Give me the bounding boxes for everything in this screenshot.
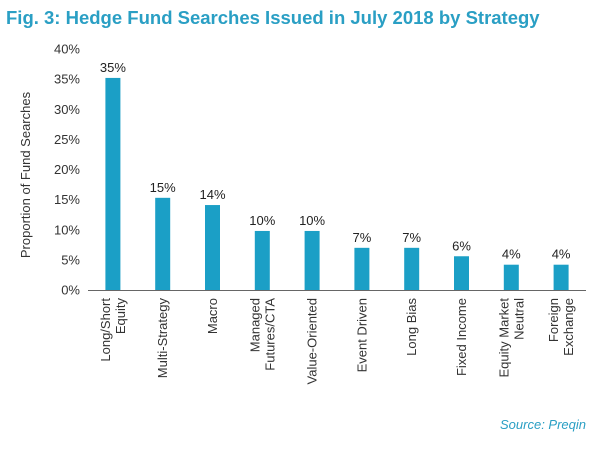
x-tick-label-line: Event Driven — [354, 298, 369, 372]
y-tick-label: 0% — [61, 283, 80, 298]
data-labels: 35% 15% 14% 10% 10% 7% 7% 6% 4% 4% — [100, 60, 571, 262]
x-tick-label-line: Multi-Strategy — [155, 298, 170, 379]
y-tick-label: 40% — [54, 42, 80, 57]
bar — [404, 247, 420, 290]
data-label: 10% — [249, 213, 275, 228]
y-tick-label: 10% — [54, 222, 80, 237]
data-label: 14% — [199, 187, 225, 202]
x-tick-label: Foreign Exchange — [546, 298, 576, 356]
x-tick-label: Multi-Strategy — [155, 298, 170, 379]
bar — [454, 256, 469, 290]
bar — [254, 230, 270, 290]
x-tick-label: Macro — [205, 298, 220, 334]
x-tick-label-line: Fixed Income — [454, 298, 469, 376]
data-label: 4% — [502, 247, 521, 262]
y-tick-label: 30% — [54, 102, 80, 117]
x-tick-label: Long Bias — [404, 298, 419, 356]
bar — [553, 264, 569, 290]
data-label: 35% — [100, 60, 126, 75]
y-tick-label: 35% — [54, 72, 80, 87]
x-tick-label-line: Foreign — [546, 298, 561, 342]
y-axis-label: Proportion of Fund Searches — [18, 91, 33, 258]
y-tick-label: 15% — [54, 192, 80, 207]
bar — [354, 247, 370, 290]
data-label: 4% — [552, 247, 571, 262]
data-label: 6% — [452, 238, 471, 253]
x-tick-label-line: Value-Oriented — [305, 298, 320, 384]
source-note: Source: Preqin — [500, 417, 586, 432]
x-tick-label-line: Long Bias — [404, 298, 419, 356]
x-tick-label: Event Driven — [354, 298, 369, 372]
y-tick-label: 20% — [54, 162, 80, 177]
bar — [503, 264, 519, 290]
x-tick-label-line: Futures/CTA — [262, 298, 277, 371]
y-tick-label: 25% — [54, 132, 80, 147]
x-tick-label-line: Managed — [247, 298, 262, 352]
bar — [304, 230, 320, 290]
data-label: 7% — [402, 230, 421, 245]
x-tick-label: Managed Futures/CTA — [247, 298, 277, 371]
x-tick-label: Fixed Income — [454, 298, 469, 376]
chart-title: Fig. 3: Hedge Fund Searches Issued in Ju… — [6, 7, 540, 28]
x-tick-label-line: Neutral — [511, 298, 526, 340]
x-tick-label-line: Macro — [205, 298, 220, 334]
bar — [205, 205, 220, 290]
y-ticks: 0% 5% 10% 15% 20% 25% 30% 35% 40% — [54, 42, 80, 298]
data-label: 7% — [353, 230, 372, 245]
bar — [155, 197, 171, 290]
x-tick-label: Value-Oriented — [305, 298, 320, 384]
x-tick-label: Equity Market Neutral — [496, 298, 526, 378]
x-tick-label-line: Exchange — [561, 298, 576, 356]
y-tick-label: 5% — [61, 252, 80, 267]
data-label: 15% — [150, 180, 176, 195]
x-tick-label-line: Equity — [113, 298, 128, 335]
x-tick-label-line: Long/Short — [98, 298, 113, 362]
x-tick-labels: Long/Short Equity Multi-Strategy Macro Manag… — [98, 298, 576, 385]
x-tick-label: Long/Short Equity — [98, 298, 128, 362]
data-label: 10% — [299, 213, 325, 228]
bars — [105, 77, 569, 290]
x-tick-label-line: Equity Market — [496, 298, 511, 378]
bar — [105, 77, 121, 290]
